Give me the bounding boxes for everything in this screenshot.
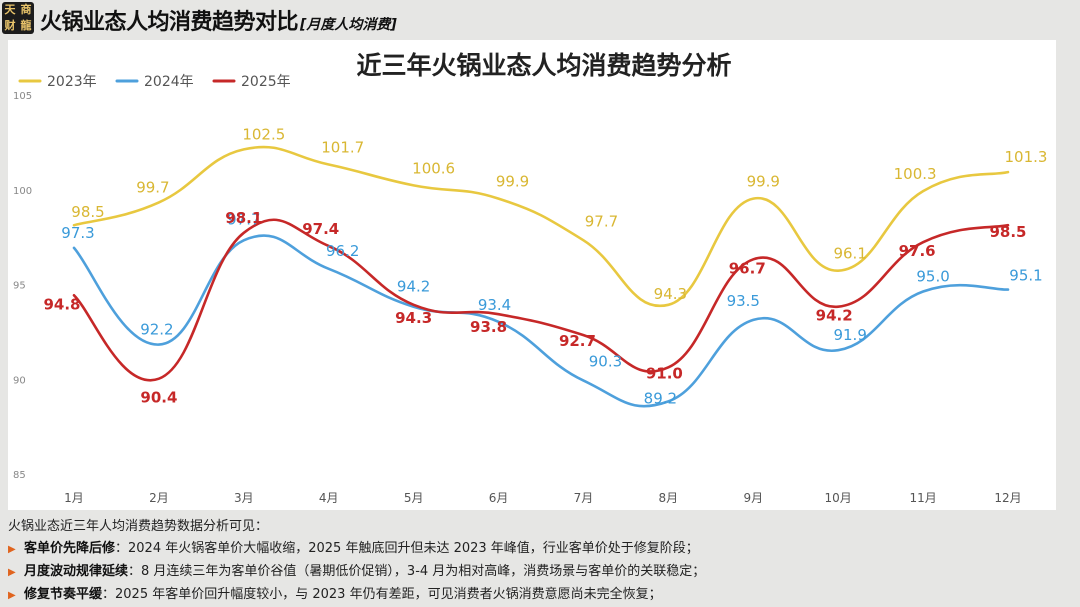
data-label: 97.6 [899,242,936,260]
x-tick-label: 7月 [574,491,594,505]
data-label: 91.0 [646,364,683,382]
data-label: 94.8 [43,295,80,313]
logo-char: 龍 [20,19,32,32]
note-label: 修复节奏平缓 [24,587,103,602]
data-label: 98.5 [71,203,104,221]
notes-intro: 火锅业态近三年人均消费趋势数据分析可见： [8,519,269,534]
page-title-text: 火锅业态人均消费趋势对比 [40,10,299,35]
x-tick-label: 2月 [149,491,169,505]
series-line-2023年 [72,145,1010,308]
note-label: 月度波动规律延续 [24,564,129,579]
bullet-icon: ▶ [8,590,16,601]
data-label: 96.7 [729,259,766,277]
logo-char: 天 [4,3,16,16]
note-item: ▶ 月度波动规律延续：8 月连续三年为客单价谷值（暑期低价促销），3-4 月为相对… [8,561,1072,584]
x-tick-label: 4月 [319,491,339,505]
line-chart: 近三年火锅业态人均消费趋势分析 85 90 95 100 105 1月 2月 3月 4月 5月 6月 7… [13,51,1048,505]
chart-title: 近三年火锅业态人均消费趋势分析 [356,51,731,80]
x-tick-label: 6月 [489,491,509,505]
analysis-notes: 火锅业态近三年人均消费趋势数据分析可见： ▶ 客单价先降后修：2024 年火锅客单… [8,516,1072,607]
data-label: 97.7 [585,212,618,230]
data-label: 94.2 [816,307,853,325]
series-line-2025年 [72,218,1010,382]
data-label: 93.4 [478,296,511,314]
bullet-icon: ▶ [8,567,16,578]
data-label: 97.7 [227,210,260,228]
y-tick-label: 95 [13,281,26,292]
note-text: ：2024 年火锅客单价大幅收缩，2025 年触底回升但未达 2023 年峰值，… [115,541,699,556]
y-tick-label: 90 [13,375,26,386]
note-item: ▶ 修复节奏平缓：2025 年客单价回升幅度较小，与 2023 年仍有差距，可见消… [8,584,1072,607]
logo-char: 商 [20,3,32,16]
page-subtitle: [月度人均消费] [300,17,397,33]
data-label: 96.2 [326,242,359,260]
x-tick-label: 1月 [64,491,84,505]
chart-panel: 近三年火锅业态人均消费趋势分析 85 90 95 100 105 1月 2月 3月 4月 5月 6月 7… [8,40,1056,510]
note-text: ：8 月连续三年为客单价谷值（暑期低价促销），3-4 月为相对高峰，消费场景与客… [128,564,706,579]
data-label: 99.9 [496,173,529,191]
logo-char: 财 [4,19,16,32]
data-label: 97.3 [61,224,94,242]
note-text: ：2025 年客单价回升幅度较小，与 2023 年仍有差距，可见消费者火锅消费意… [102,587,662,602]
y-tick-label: 85 [13,470,26,481]
data-label: 97.4 [302,220,339,238]
series-line-2024年 [72,234,1010,408]
data-label: 100.3 [894,165,937,183]
data-label: 94.3 [654,285,687,303]
data-label: 98.1 [225,209,262,227]
bullet-icon: ▶ [8,544,16,555]
data-label: 94.2 [397,278,430,296]
note-item: ▶ 客单价先降后修：2024 年火锅客单价大幅收缩，2025 年触底回升但未达 2… [8,538,1072,561]
data-label: 93.8 [470,318,507,336]
data-label: 90.4 [140,389,177,407]
data-label: 102.5 [242,125,285,143]
data-label: 91.9 [833,326,866,344]
page-title: 火锅业态人均消费趋势对比 [月度人均消费] [40,4,397,36]
x-tick-label: 10月 [825,491,852,505]
data-label: 95.1 [1009,267,1042,285]
y-tick-label: 100 [13,186,32,197]
data-label: 99.9 [747,173,780,191]
brand-logo: 天 商 财 龍 [2,2,34,34]
x-tick-label: 9月 [743,491,763,505]
data-label: 90.3 [589,353,622,371]
data-label: 89.2 [644,389,677,407]
data-label: 92.2 [140,321,173,339]
data-label: 101.3 [1005,148,1048,166]
x-tick-label: 5月 [404,491,424,505]
legend-label: 2025年 [241,74,291,90]
legend-label: 2024年 [144,74,194,90]
page-header: 天 商 财 龍 火锅业态人均消费趋势对比 [月度人均消费] [0,0,1080,36]
data-label: 100.6 [412,159,455,177]
x-tick-label: 3月 [234,491,254,505]
x-tick-label: 8月 [659,491,679,505]
note-label: 客单价先降后修 [24,541,116,556]
x-tick-label: 11月 [909,491,936,505]
y-tick-label: 105 [13,91,32,102]
data-label: 101.7 [321,139,364,157]
legend-label: 2023年 [47,74,97,90]
data-label: 99.7 [136,178,169,196]
data-label: 95.0 [916,268,949,286]
x-tick-label: 12月 [994,491,1021,505]
data-label: 96.1 [833,245,866,263]
data-label: 92.7 [559,332,596,350]
data-label: 98.5 [989,223,1026,241]
data-label: 94.3 [395,309,432,327]
data-label: 93.5 [727,292,760,310]
